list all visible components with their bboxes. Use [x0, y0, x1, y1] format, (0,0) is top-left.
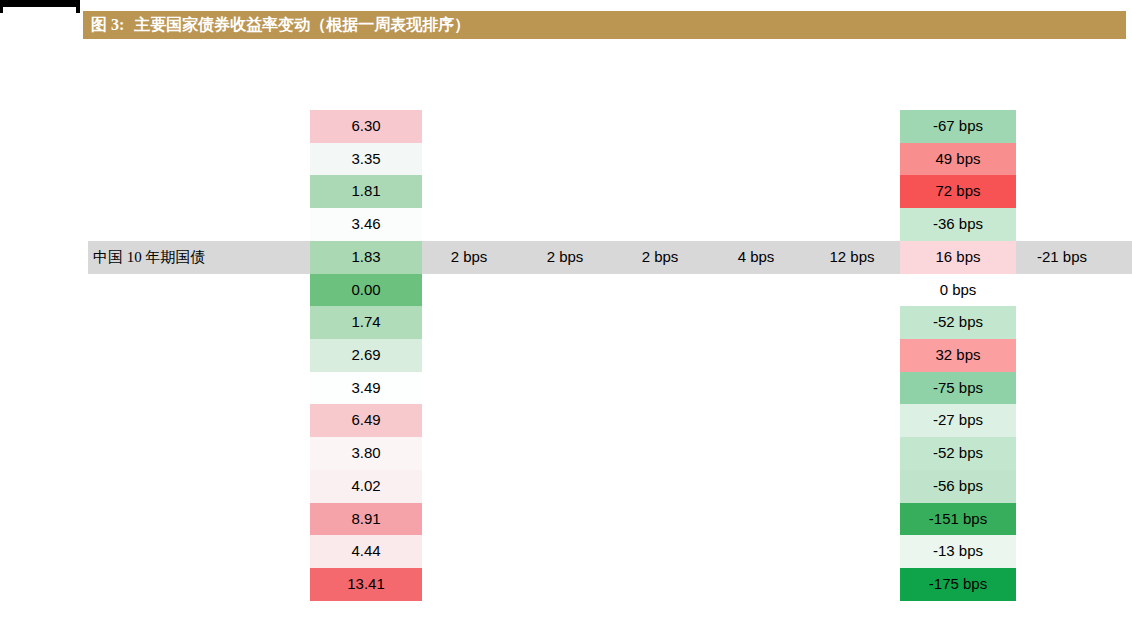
- week-change-value: 2 bps: [547, 241, 584, 274]
- change-cell: 0 bps: [900, 274, 1016, 307]
- yield-cell: 3.46: [310, 208, 422, 241]
- yield-cell: 13.41: [310, 568, 422, 601]
- top-left-strip: [3, 7, 76, 13]
- change-cell: -56 bps: [900, 470, 1016, 503]
- change-cell: -67 bps: [900, 110, 1016, 143]
- week-change-value: 2 bps: [451, 241, 488, 274]
- change-cell: -13 bps: [900, 535, 1016, 568]
- week-change-value: 2 bps: [642, 241, 679, 274]
- change-cell: 49 bps: [900, 143, 1016, 176]
- yield-cell: 2.69: [310, 339, 422, 372]
- country-label: 中国 10 年期国债: [93, 241, 206, 274]
- yield-cell: 3.35: [310, 143, 422, 176]
- change-cell: 16 bps: [900, 241, 1016, 274]
- yield-cell: 3.80: [310, 437, 422, 470]
- yield-cell: 6.49: [310, 404, 422, 437]
- week-change-value: 4 bps: [738, 241, 775, 274]
- right-change-value: -21 bps: [1037, 241, 1087, 274]
- change-column: -67 bps49 bps72 bps-36 bps16 bps0 bps-52…: [900, 110, 1016, 601]
- figure-title-bar: 图 3: 主要国家债券收益率变动（根据一周表现排序）: [83, 11, 1126, 39]
- change-cell: -52 bps: [900, 306, 1016, 339]
- yield-cell: 4.44: [310, 535, 422, 568]
- top-left-mark: [0, 0, 80, 13]
- yield-cell: 0.00: [310, 274, 422, 307]
- yield-cell: 3.49: [310, 372, 422, 405]
- change-cell: -27 bps: [900, 404, 1016, 437]
- week-change-value: 12 bps: [829, 241, 874, 274]
- figure-label: 图 3:: [91, 16, 124, 33]
- change-cell: 32 bps: [900, 339, 1016, 372]
- change-cell: -75 bps: [900, 372, 1016, 405]
- yield-cell: 4.02: [310, 470, 422, 503]
- yield-column: 6.303.351.813.461.830.001.742.693.496.49…: [310, 110, 422, 601]
- change-cell: 72 bps: [900, 175, 1016, 208]
- change-cell: -52 bps: [900, 437, 1016, 470]
- yield-cell: 1.74: [310, 306, 422, 339]
- report-figure: 图 3: 主要国家债券收益率变动（根据一周表现排序） 中国 10 年期国债 -21…: [0, 0, 1132, 625]
- yield-cell: 6.30: [310, 110, 422, 143]
- change-cell: -36 bps: [900, 208, 1016, 241]
- yield-cell: 1.81: [310, 175, 422, 208]
- change-cell: -175 bps: [900, 568, 1016, 601]
- yield-cell: 8.91: [310, 503, 422, 536]
- yield-cell: 1.83: [310, 241, 422, 274]
- change-cell: -151 bps: [900, 503, 1016, 536]
- figure-title: 主要国家债券收益率变动（根据一周表现排序）: [134, 16, 470, 33]
